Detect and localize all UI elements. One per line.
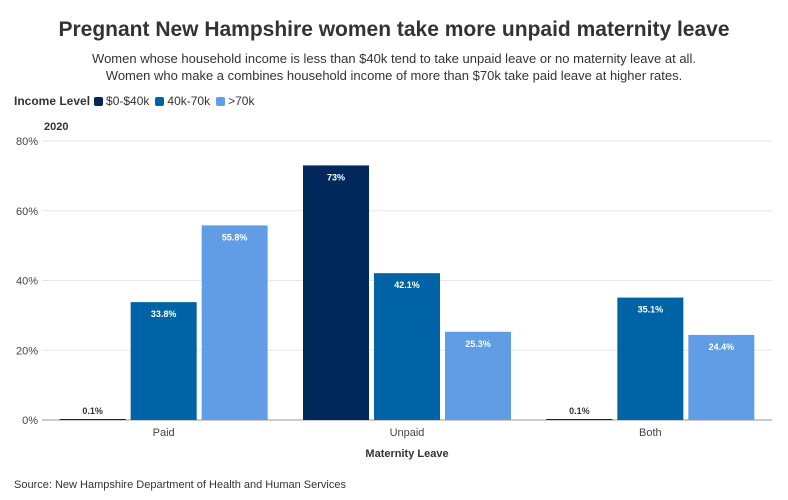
y-tick-label: 20% xyxy=(16,345,38,357)
y-tick-label: 0% xyxy=(22,415,38,427)
x-tick-label: Unpaid xyxy=(390,427,425,439)
legend-swatch-over-70k xyxy=(216,96,226,106)
subtitle-line-2: Women who make a combines household inco… xyxy=(105,68,683,83)
legend: Income Level $0-$40k 40k-70k >70k xyxy=(14,94,260,108)
bar-chart: 0% 20% 40% 60% 80% 0.1% 33.8% 55.8% Paid 73% 42.1%… xyxy=(16,136,772,460)
bar-data-label: 33.8% xyxy=(151,309,177,319)
y-tick-label: 40% xyxy=(16,276,38,288)
bar xyxy=(303,165,369,420)
x-tick-label: Paid xyxy=(153,427,175,439)
subtitle-line-1: Women whose household income is less tha… xyxy=(92,51,696,66)
legend-label-over-70k: >70k xyxy=(228,94,255,108)
x-axis-title: Maternity Leave xyxy=(365,448,448,460)
bar-data-label: 24.4% xyxy=(709,342,735,352)
legend-label-40k-70k: 40k-70k xyxy=(167,94,211,108)
chart-title: Pregnant New Hampshire women take more u… xyxy=(58,18,730,41)
legend-label-0-40k: $0-$40k xyxy=(106,94,150,108)
bar xyxy=(130,302,197,420)
legend-swatch-40k-70k xyxy=(155,96,165,106)
legend-swatch-0-40k xyxy=(94,96,104,106)
legend-title: Income Level xyxy=(14,94,91,108)
source-note: Source: New Hampshire Department of Heal… xyxy=(14,479,346,491)
legend-item-40k-70k[interactable]: 40k-70k xyxy=(155,94,210,108)
bar xyxy=(617,297,684,420)
bar-data-label: 0.1% xyxy=(569,406,590,416)
bar xyxy=(201,225,268,420)
bar-data-label: 25.3% xyxy=(465,339,491,349)
bar-data-label: 73% xyxy=(327,172,345,182)
chart-subtitle: Women whose household income is less tha… xyxy=(0,50,788,84)
y-tick-label: 60% xyxy=(16,206,38,218)
year-label: 2020 xyxy=(44,121,69,133)
bar xyxy=(546,419,613,420)
bar xyxy=(59,419,126,420)
bar xyxy=(445,331,511,420)
x-tick-label: Both xyxy=(639,427,662,439)
bar-data-label: 0.1% xyxy=(82,406,103,416)
bar-data-label: 55.8% xyxy=(222,232,248,242)
legend-item-0-40k[interactable]: $0-$40k xyxy=(94,94,149,108)
y-tick-label: 80% xyxy=(16,136,38,148)
bar-data-label: 42.1% xyxy=(394,280,420,290)
bar-data-label: 35.1% xyxy=(638,305,664,315)
legend-item-over-70k[interactable]: >70k xyxy=(216,94,254,108)
bar xyxy=(374,273,440,420)
bar xyxy=(688,334,755,420)
